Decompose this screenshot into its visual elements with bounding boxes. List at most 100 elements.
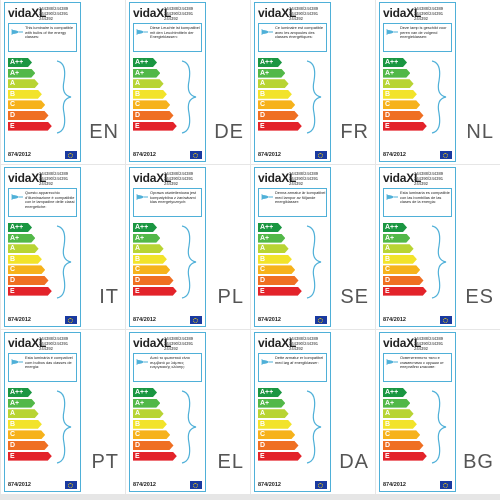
product-code: 244390/244391 xyxy=(164,341,194,346)
energy-class-bar: C xyxy=(8,430,45,439)
eu-flag-icon xyxy=(65,151,77,159)
energy-class-bar: B xyxy=(133,90,167,99)
bracket-icon xyxy=(181,390,197,464)
energy-label: vidaXL 244388/244389 244390/244391 24439… xyxy=(254,332,331,492)
product-codes: 244388/244389 244390/244391 244392 xyxy=(414,6,443,21)
compatibility-text: Deze lamp is geschikt voor peren van de … xyxy=(400,25,447,40)
product-code: 244388/244389 xyxy=(414,171,444,176)
eu-flag-icon xyxy=(190,316,202,324)
eu-flag-icon xyxy=(440,151,452,159)
label-cell: vidaXL 244388/244389 244390/244391 24439… xyxy=(126,330,250,494)
product-code: 244388/244389 xyxy=(414,336,444,341)
energy-class-bar: E xyxy=(133,452,177,461)
energy-class-bar: A+ xyxy=(133,399,160,408)
energy-class-bar: A++ xyxy=(383,388,407,397)
brand-logo: vidaXL xyxy=(258,336,297,350)
compatibility-text: Ce luminaire est compatible avec les amp… xyxy=(275,25,324,40)
label-cell: vidaXL 244388/244389 244390/244391 24439… xyxy=(251,165,375,329)
energy-class-scale: A++ A+ A B C D E xyxy=(383,388,427,462)
eu-flag-icon xyxy=(65,481,77,489)
product-codes: 244388/244389 244390/244391 244392 xyxy=(289,6,318,21)
energy-class-bar: A++ xyxy=(258,388,282,397)
energy-class-bar: E xyxy=(8,122,52,131)
energy-label: vidaXL 244388/244389 244390/244391 24439… xyxy=(379,2,456,162)
eu-flag-icon xyxy=(315,481,327,489)
energy-class-bar: A+ xyxy=(8,69,35,78)
language-code: PL xyxy=(217,286,244,308)
energy-class-bar: A+ xyxy=(383,399,410,408)
bulb-icon xyxy=(386,29,398,35)
energy-class-bar: A+ xyxy=(133,234,160,243)
regulation-number: 874/2012 xyxy=(8,152,31,158)
compatibility-box: Esta luminaria es compatible con las bom… xyxy=(383,188,452,217)
brand-logo: vidaXL xyxy=(258,6,297,20)
energy-class-bar: A++ xyxy=(258,223,282,232)
energy-class-scale: A++ A+ A B C D E xyxy=(383,223,427,297)
compatibility-box: Ce luminaire est compatible avec les amp… xyxy=(258,23,327,52)
compatibility-box: Denna armatur är kompatibel med lampor a… xyxy=(258,188,327,217)
energy-class-bar: A xyxy=(258,409,289,418)
bracket-icon xyxy=(306,60,322,134)
language-code: EN xyxy=(89,121,119,143)
energy-class-bar: E xyxy=(258,452,302,461)
energy-class-scale: A++ A+ A B C D E xyxy=(8,58,52,132)
product-code: 244388/244389 xyxy=(289,171,319,176)
compatibility-text: Diese Leuchte ist kompatibel mit den Leu… xyxy=(150,25,200,40)
language-code: BG xyxy=(463,451,494,473)
energy-class-bar: A++ xyxy=(133,58,157,67)
energy-class-scale: A++ A+ A B C D E xyxy=(8,223,52,297)
energy-class-bar: B xyxy=(133,255,167,264)
energy-class-bar: E xyxy=(133,122,177,131)
energy-class-bar: C xyxy=(8,265,45,274)
energy-class-bar: D xyxy=(8,111,49,120)
compatibility-text: Denna armatur är kompatibel med lampor a… xyxy=(275,190,326,205)
compatibility-text: This luminaire is compatible with bulbs … xyxy=(25,25,74,40)
label-cell: vidaXL 244388/244389 244390/244391 24439… xyxy=(126,0,250,164)
energy-class-bar: D xyxy=(133,276,174,285)
energy-class-bar: C xyxy=(383,100,420,109)
regulation-number: 874/2012 xyxy=(383,152,406,158)
energy-class-bar: A++ xyxy=(133,223,157,232)
product-codes: 244388/244389 244390/244391 244392 xyxy=(164,6,193,21)
product-code: 244388/244389 xyxy=(164,6,194,11)
product-code: 244388/244389 xyxy=(39,336,69,341)
eu-flag-icon xyxy=(190,481,202,489)
bracket-icon xyxy=(431,390,447,464)
energy-class-bar: A+ xyxy=(258,69,285,78)
compatibility-text: Αυτό το φωτιστικό είναι συμβατό με λάμπε… xyxy=(150,355,190,370)
brand-logo: vidaXL xyxy=(8,6,47,20)
energy-class-bar: A+ xyxy=(8,234,35,243)
language-code: DE xyxy=(214,121,244,143)
energy-class-scale: A++ A+ A B C D E xyxy=(133,58,177,132)
product-codes: 244388/244389 244390/244391 244392 xyxy=(414,171,443,186)
energy-class-bar: B xyxy=(383,255,417,264)
eu-flag-icon xyxy=(440,316,452,324)
energy-class-bar: B xyxy=(258,420,292,429)
product-code: 244390/244391 xyxy=(164,11,194,16)
energy-class-bar: B xyxy=(8,420,42,429)
energy-class-scale: A++ A+ A B C D E xyxy=(258,388,302,462)
compatibility-text: Esta luminaria es compatible con las bom… xyxy=(400,190,450,205)
regulation-number: 874/2012 xyxy=(8,317,31,323)
energy-class-bar: A++ xyxy=(8,223,32,232)
product-codes: 244388/244389 244390/244391 244392 xyxy=(164,171,193,186)
product-code: 244388/244389 xyxy=(164,171,194,176)
energy-class-bar: A xyxy=(133,244,164,253)
energy-class-bar: E xyxy=(258,287,302,296)
compatibility-text: Oprawa oświetleniowa jest kompatybilna z… xyxy=(150,190,197,205)
language-code: NL xyxy=(466,121,494,143)
bracket-icon xyxy=(431,225,447,299)
regulation-number: 874/2012 xyxy=(258,152,281,158)
energy-label: vidaXL 244388/244389 244390/244391 24439… xyxy=(379,332,456,492)
product-code: 244392 xyxy=(164,16,178,21)
energy-label: vidaXL 244388/244389 244390/244391 24439… xyxy=(129,167,206,327)
product-code: 244392 xyxy=(164,181,178,186)
compatibility-box: Осветителното тяло е съвместимо с крушки… xyxy=(383,353,452,382)
product-codes: 244388/244389 244390/244391 244392 xyxy=(289,336,318,351)
energy-class-bar: D xyxy=(258,276,299,285)
product-codes: 244388/244389 244390/244391 244392 xyxy=(39,336,68,351)
energy-class-scale: A++ A+ A B C D E xyxy=(133,388,177,462)
energy-class-bar: A+ xyxy=(133,69,160,78)
energy-class-bar: A+ xyxy=(258,399,285,408)
product-code: 244388/244389 xyxy=(289,336,319,341)
